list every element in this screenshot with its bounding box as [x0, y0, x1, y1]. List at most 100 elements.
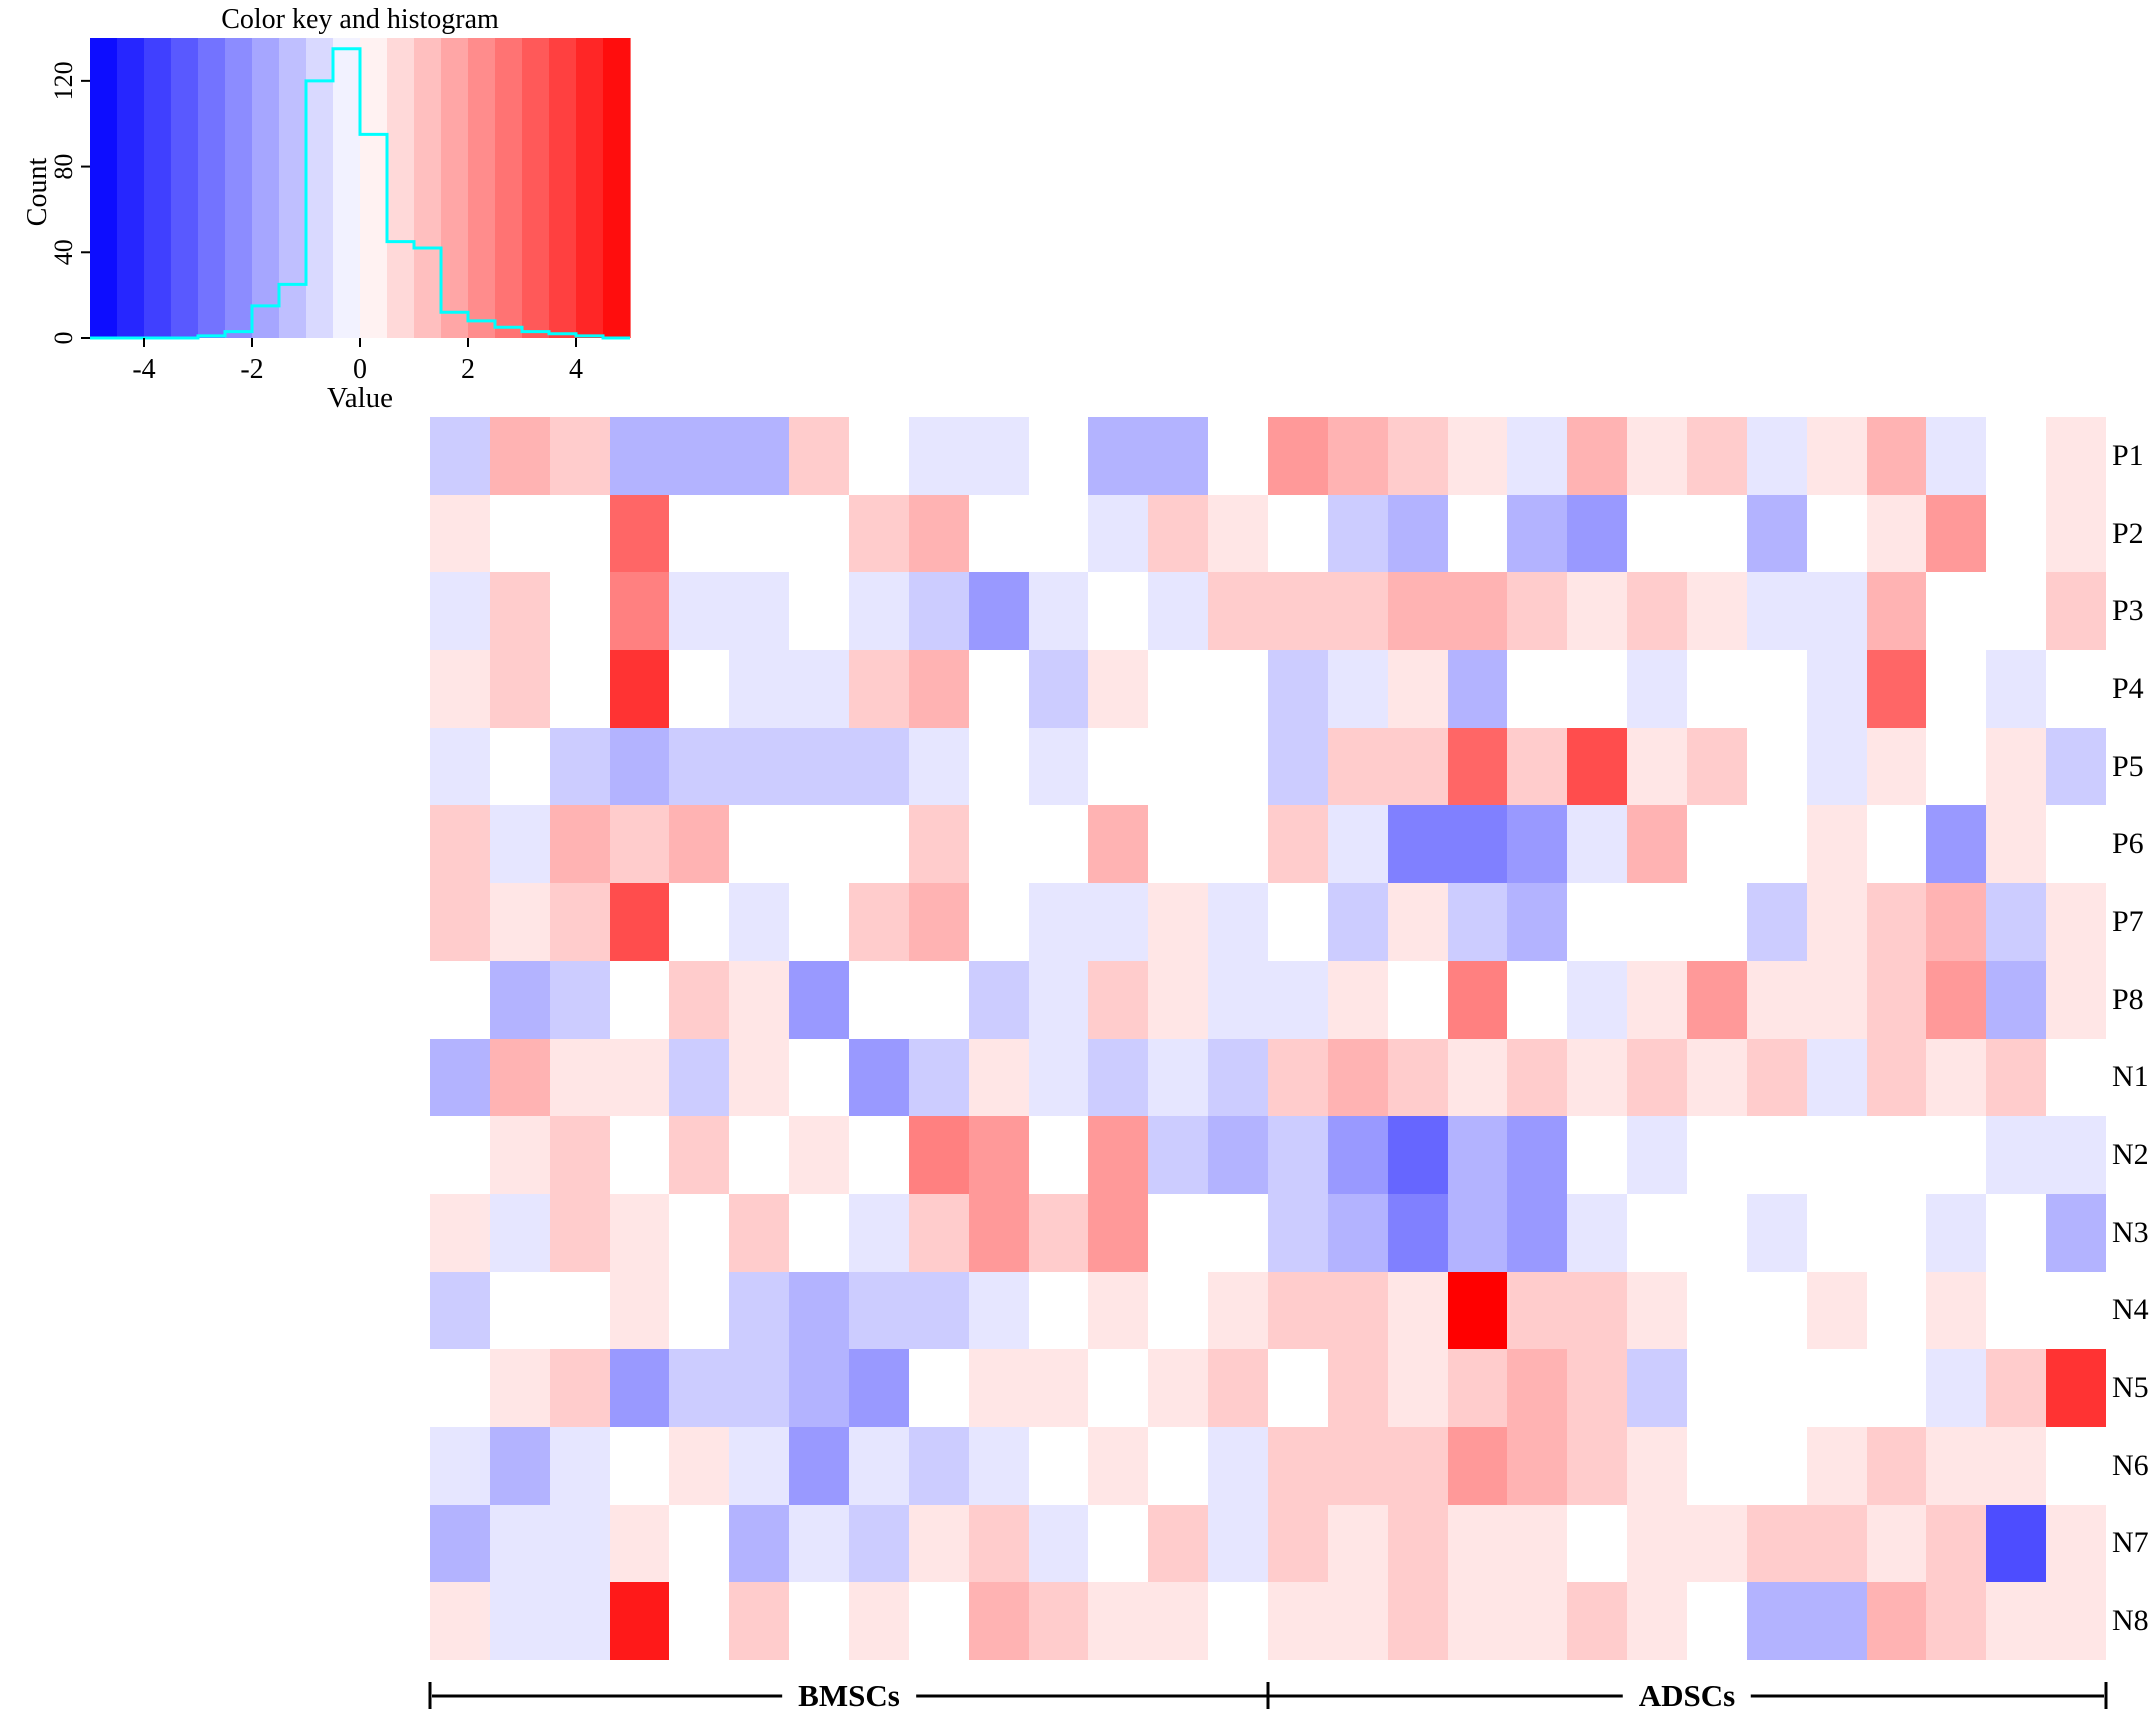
heatmap-cell [1268, 1271, 1328, 1350]
heatmap-cell [1627, 1116, 1687, 1194]
heatmap-cell [908, 1038, 969, 1117]
heatmap-cell [489, 883, 550, 961]
heatmap-cell [1627, 1426, 1687, 1505]
color-key-band [90, 38, 118, 338]
row-label-p4: P4 [2112, 671, 2144, 705]
heatmap-cell [1268, 1116, 1328, 1194]
heatmap-cell [729, 650, 790, 728]
row-label-n4: N4 [2112, 1293, 2149, 1327]
heatmap-cell [1148, 805, 1209, 884]
heatmap-cell [789, 1504, 849, 1583]
heatmap-cell [1028, 727, 1089, 806]
heatmap-cell [1986, 805, 2047, 884]
heatmap-cell [1806, 1582, 1867, 1660]
heatmap-cell [1746, 960, 1807, 1039]
heatmap-cell [1208, 960, 1268, 1039]
heatmap-cell [1567, 1349, 1628, 1427]
heatmap-cell [609, 1116, 670, 1194]
heatmap-cell [849, 1271, 909, 1350]
heatmap-cell [1208, 572, 1268, 651]
row-label-p1: P1 [2112, 438, 2144, 472]
heatmap-cell [1507, 1038, 1568, 1117]
heatmap-cell [1387, 417, 1448, 495]
heatmap-cell [789, 417, 849, 495]
heatmap-cell [1327, 1504, 1388, 1583]
heatmap-cell [1208, 1349, 1268, 1427]
heatmap-cell [1567, 960, 1628, 1039]
heatmap-cell [968, 1038, 1029, 1117]
heatmap-cell [1866, 1504, 1927, 1583]
heatmap-cell [1028, 960, 1089, 1039]
heatmap-cell [549, 1349, 610, 1427]
heatmap-cell [789, 1582, 849, 1660]
heatmap-cell [1387, 1349, 1448, 1427]
heatmap-cell [908, 417, 969, 495]
heatmap-cell [549, 1116, 610, 1194]
heatmap-cell [1268, 883, 1328, 961]
heatmap-cell [549, 727, 610, 806]
heatmap-cell [1268, 417, 1328, 495]
heatmap-cell [430, 960, 490, 1039]
heatmap-cell [1746, 494, 1807, 573]
heatmap-cell [789, 805, 849, 884]
heatmap-cell [609, 417, 670, 495]
heatmap-cell [1806, 727, 1867, 806]
heatmap-cell [1327, 572, 1388, 651]
x-tick-label: 4 [569, 354, 583, 385]
heatmap-cell [1567, 1116, 1628, 1194]
row-label-p5: P5 [2112, 749, 2144, 783]
heatmap-cell [430, 1271, 490, 1350]
heatmap-cell [1746, 805, 1807, 884]
heatmap-cell [1986, 883, 2047, 961]
heatmap-cell [1926, 1116, 1987, 1194]
heatmap-cell [1567, 883, 1628, 961]
heatmap-cell [729, 1504, 790, 1583]
heatmap-cell [1746, 1582, 1807, 1660]
heatmap-cell [1447, 960, 1508, 1039]
color-key-band [252, 38, 280, 338]
heatmap-cell [1806, 1116, 1867, 1194]
heatmap-cell [2046, 883, 2106, 961]
heatmap-cell [1866, 1349, 1927, 1427]
heatmap-cell [1447, 1116, 1508, 1194]
heatmap-cell [2046, 494, 2106, 573]
heatmap-cell [1926, 1426, 1987, 1505]
heatmap-cell [1986, 1038, 2047, 1117]
heatmap-cell [1687, 417, 1747, 495]
heatmap-cell [430, 1116, 490, 1194]
heatmap-cell [729, 1193, 790, 1272]
color-key-band [171, 38, 199, 338]
heatmap-cell [1088, 494, 1149, 573]
heatmap-cell [489, 1504, 550, 1583]
y-tick-label: 80 [49, 154, 78, 180]
heatmap-cell [1028, 572, 1089, 651]
heatmap-cell [1687, 1582, 1747, 1660]
y-tick-label: 40 [49, 239, 78, 265]
heatmap-cell [1447, 494, 1508, 573]
heatmap-cell [1806, 494, 1867, 573]
heatmap-cell [1268, 572, 1328, 651]
heatmap-cell [1028, 1504, 1089, 1583]
heatmap-cell [968, 1582, 1029, 1660]
heatmap-cell [729, 727, 790, 806]
heatmap-cell [1028, 805, 1089, 884]
heatmap-cell [1148, 1271, 1209, 1350]
heatmap-cell [729, 1349, 790, 1427]
heatmap-cell [908, 727, 969, 806]
heatmap-cell [669, 1504, 730, 1583]
heatmap-cell [968, 650, 1029, 728]
heatmap-cell [1567, 494, 1628, 573]
column-group-brackets [428, 1682, 2108, 1709]
heatmap-cell [1806, 883, 1867, 961]
heatmap-cell [1148, 883, 1209, 961]
heatmap-cell [1627, 650, 1687, 728]
color-key-band [225, 38, 253, 338]
heatmap-cell [1028, 1582, 1089, 1660]
heatmap-cell [968, 494, 1029, 573]
heatmap-cell [489, 1349, 550, 1427]
heatmap-cell [1926, 1349, 1987, 1427]
heatmap-cell [908, 960, 969, 1039]
heatmap-cell [1866, 1116, 1927, 1194]
heatmap-cell [1986, 1193, 2047, 1272]
heatmap-cell [489, 727, 550, 806]
